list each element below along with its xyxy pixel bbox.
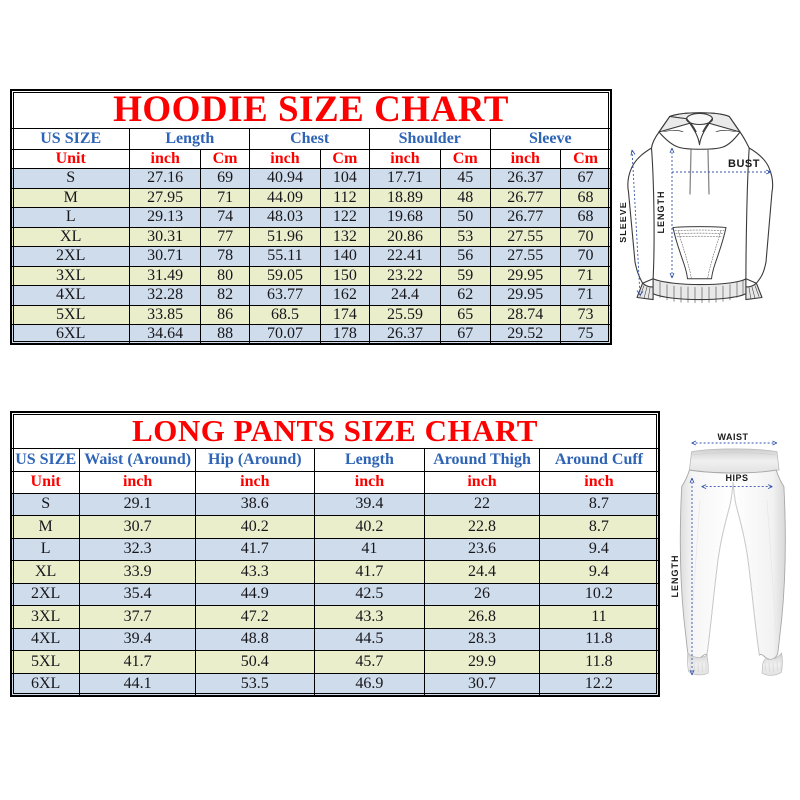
svg-text:SLEEVE: SLEEVE — [620, 201, 628, 243]
svg-text:LENGTH: LENGTH — [656, 191, 666, 234]
svg-text:LENGTH: LENGTH — [670, 555, 680, 598]
svg-text:WAIST: WAIST — [718, 432, 749, 442]
svg-text:HIPS: HIPS — [725, 473, 748, 483]
svg-text:BUST: BUST — [728, 158, 760, 170]
